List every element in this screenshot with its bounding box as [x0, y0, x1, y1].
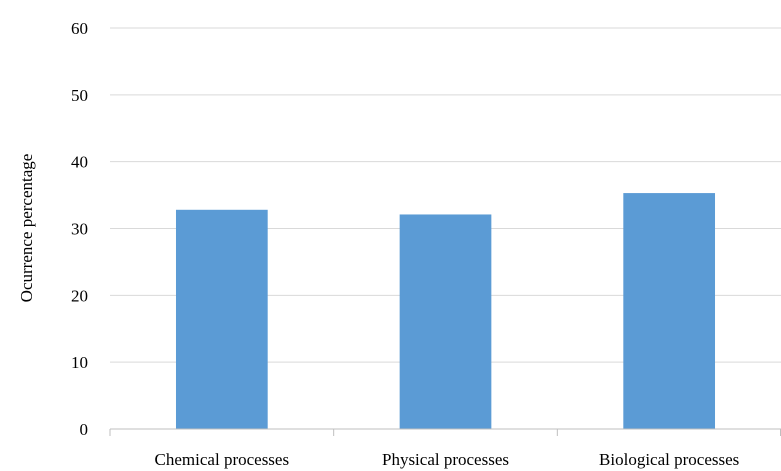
y-axis-ticks: 0 10 20 30 40 50 60 [71, 19, 88, 439]
x-axis [109, 428, 781, 436]
x-category-label: Biological processes [599, 450, 739, 469]
x-axis-category-labels: Chemical processes Physical processes Biol… [155, 450, 740, 469]
y-tick-label: 60 [71, 19, 88, 38]
y-tick-label: 40 [71, 153, 88, 172]
y-tick-label: 0 [80, 420, 89, 439]
y-tick-label: 10 [71, 353, 88, 372]
y-axis-title: Ocurrence percentage [17, 154, 36, 303]
bars [175, 193, 716, 429]
bar [399, 214, 492, 429]
y-tick-label: 30 [71, 220, 88, 239]
x-category-label: Chemical processes [155, 450, 290, 469]
x-category-label: Physical processes [382, 450, 509, 469]
y-tick-label: 50 [71, 86, 88, 105]
bar [175, 209, 268, 429]
bar [623, 193, 716, 429]
y-tick-label: 20 [71, 286, 88, 305]
